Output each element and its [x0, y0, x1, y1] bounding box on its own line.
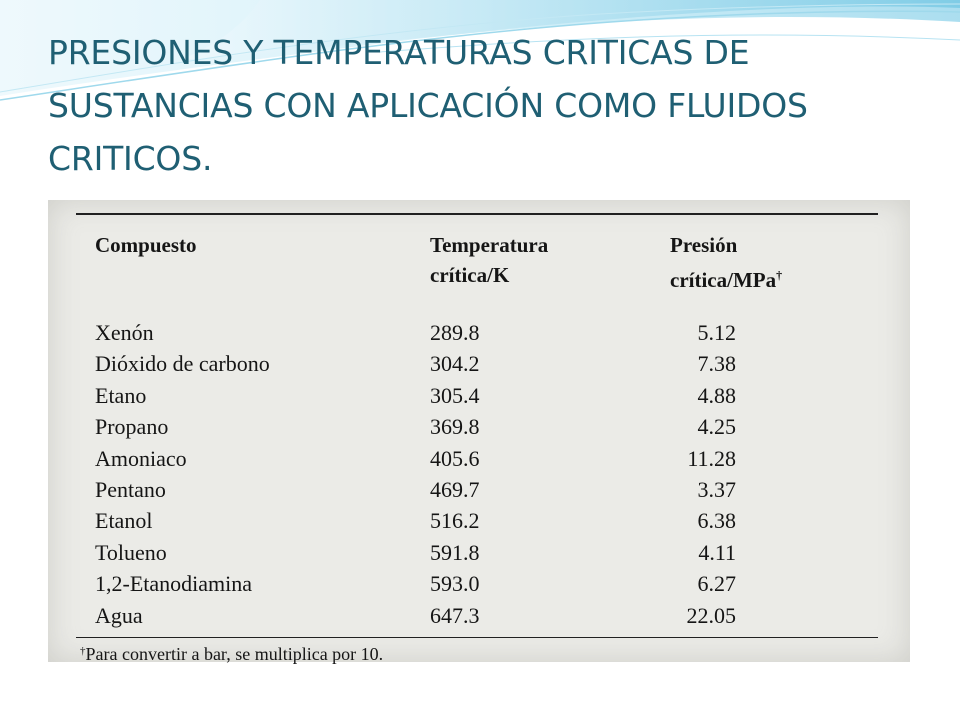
wave-line-2 [0, 3, 960, 93]
compound-cell: Etano [95, 382, 147, 408]
pressure-cell: 7.38 [697, 351, 737, 377]
pressure-cell: 6.27 [697, 571, 737, 597]
table-row: Etanol 516.2 6.38 [48, 505, 910, 536]
temperature-cell: 516.2 [430, 508, 480, 534]
table-body: Xenón 289.8 5.12 Dióxido de carbono 304.… [48, 317, 910, 631]
table-row: Dióxido de carbono 304.2 7.38 [48, 348, 910, 379]
temperature-cell: 369.8 [430, 414, 480, 440]
temperature-cell: 647.3 [430, 602, 480, 628]
header-pressure-footnote-mark: † [776, 268, 783, 282]
header-compound: Compuesto [95, 230, 197, 260]
pressure-cell: 11.28 [687, 445, 736, 471]
compound-cell: Pentano [95, 476, 166, 502]
scanned-table-image: Compuesto Temperatura crítica/K Presión … [48, 200, 910, 665]
table-row: 1,2-Etanodiamina 593.0 6.27 [48, 568, 910, 599]
header-temperature-line2: crítica/K [430, 263, 510, 287]
table-footnote: †Para convertir a bar, se multiplica por… [80, 640, 383, 665]
header-temperature-line1: Temperatura [430, 233, 549, 257]
header-pressure-line2: crítica/MPa [670, 268, 777, 292]
pressure-cell: 3.37 [697, 476, 737, 502]
pressure-cell: 4.88 [697, 382, 737, 408]
table-row: Tolueno 591.8 4.11 [48, 537, 910, 568]
pressure-cell: 4.25 [697, 414, 737, 440]
header-temperature: Temperatura crítica/K [430, 230, 548, 290]
header-compound-label: Compuesto [95, 233, 197, 257]
header-pressure-line1: Presión [670, 233, 738, 257]
slide-title: PRESIONES Y TEMPERATURAS CRITICAS DE SUS… [48, 33, 808, 178]
table-row: Propano 369.8 4.25 [48, 411, 910, 442]
header-pressure-line2-wrap: crítica/MPa† [670, 260, 782, 295]
compound-cell: Etanol [95, 508, 153, 534]
footnote-mark: † [80, 645, 86, 657]
header-pressure: Presión crítica/MPa† [670, 230, 782, 295]
temperature-cell: 405.6 [430, 445, 480, 471]
temperature-cell: 593.0 [430, 571, 480, 597]
temperature-cell: 469.7 [430, 476, 480, 502]
compound-cell: Tolueno [95, 539, 167, 565]
pressure-cell: 5.12 [697, 320, 737, 345]
compound-cell: Amoniaco [95, 445, 187, 471]
table-row: Agua 647.3 22.05 [48, 600, 910, 631]
table-row: Xenón 289.8 5.12 [48, 317, 910, 348]
table-top-rule [76, 213, 878, 215]
pressure-cell: 4.11 [698, 539, 736, 565]
table-row: Etano 305.4 4.88 [48, 380, 910, 411]
temperature-cell: 305.4 [430, 382, 480, 408]
compound-cell: Propano [95, 414, 169, 440]
table-row: Amoniaco 405.6 11.28 [48, 443, 910, 474]
table-bottom-rule [76, 637, 878, 638]
compound-cell: Agua [95, 602, 143, 628]
footnote-text: Para convertir a bar, se multiplica por … [85, 644, 384, 664]
compound-cell: Xenón [95, 320, 154, 345]
compound-cell: Dióxido de carbono [95, 351, 270, 377]
wave-band-front [180, 0, 960, 60]
compound-cell: 1,2-Etanodiamina [95, 571, 253, 597]
temperature-cell: 591.8 [430, 539, 480, 565]
temperature-cell: 304.2 [430, 351, 480, 377]
temperature-cell: 289.8 [430, 320, 480, 345]
pressure-cell: 22.05 [686, 602, 737, 628]
wave-line-1 [0, 10, 960, 101]
wave-line-3 [379, 34, 960, 53]
pressure-cell: 6.38 [697, 508, 737, 534]
header-wave-decoration [0, 0, 960, 101]
table-row: Pentano 469.7 3.37 [48, 474, 910, 505]
